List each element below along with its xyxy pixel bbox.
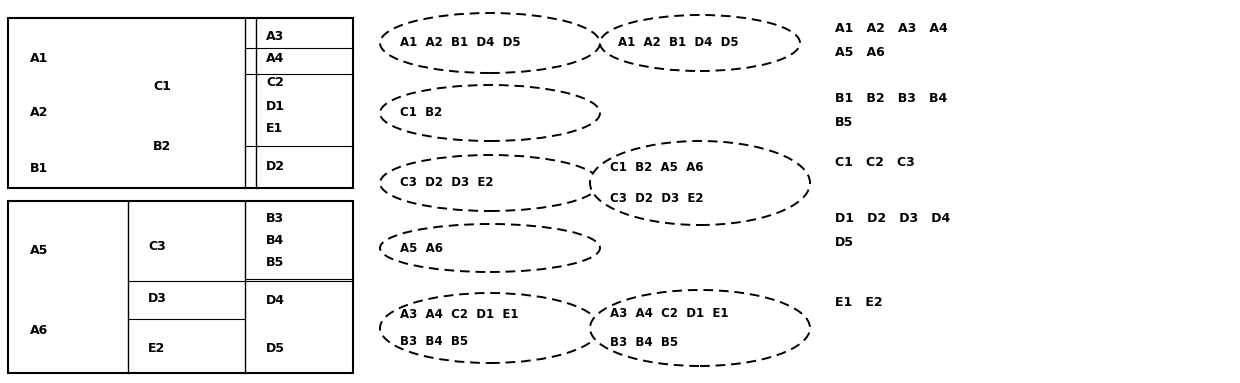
Text: B3  B4  B5: B3 B4 B5 [610,336,678,349]
Text: B5: B5 [267,257,284,270]
Ellipse shape [590,290,810,366]
Text: C3  D2  D3  E2: C3 D2 D3 E2 [399,177,494,190]
Text: D5: D5 [835,236,854,249]
Text: A5  A6: A5 A6 [399,242,443,254]
Ellipse shape [379,224,600,272]
Text: A4: A4 [267,51,284,64]
Text: A5   A6: A5 A6 [835,46,885,59]
Text: A1: A1 [30,51,48,64]
Text: A3  A4  C2  D1  E1: A3 A4 C2 D1 E1 [399,308,518,321]
Ellipse shape [379,155,600,211]
Text: D1: D1 [267,100,285,113]
Text: A1   A2   A3   A4: A1 A2 A3 A4 [835,21,947,34]
Text: A3  A4  C2  D1  E1: A3 A4 C2 D1 E1 [610,307,728,320]
Text: E2: E2 [148,342,165,355]
Text: A1  A2  B1  D4  D5: A1 A2 B1 D4 D5 [618,36,739,49]
Text: B1   B2   B3   B4: B1 B2 B3 B4 [835,92,947,105]
Ellipse shape [379,13,600,73]
Text: C3: C3 [148,239,166,252]
Text: C1  B2  A5  A6: C1 B2 A5 A6 [610,160,703,173]
Text: D4: D4 [267,295,285,308]
Text: A1  A2  B1  D4  D5: A1 A2 B1 D4 D5 [399,36,521,49]
Text: D1   D2   D3   D4: D1 D2 D3 D4 [835,211,950,224]
Text: E1   E2: E1 E2 [835,296,883,309]
Text: D3: D3 [148,293,167,306]
Text: A2: A2 [30,106,48,119]
Text: B3: B3 [267,213,284,226]
Ellipse shape [590,141,810,225]
Bar [7,201,353,373]
Bar [7,18,353,188]
Text: B5: B5 [835,116,853,129]
Text: E1: E1 [267,121,283,134]
Text: D5: D5 [267,342,285,355]
Text: C1: C1 [153,80,171,93]
Text: B2: B2 [153,139,171,152]
Text: D2: D2 [267,159,285,172]
Text: C3  D2  D3  E2: C3 D2 D3 E2 [610,193,703,205]
Ellipse shape [379,85,600,141]
Ellipse shape [379,293,600,363]
Ellipse shape [600,15,800,71]
Text: C2: C2 [267,77,284,90]
Text: B3  B4  B5: B3 B4 B5 [399,335,467,348]
Text: C1   C2   C3: C1 C2 C3 [835,157,915,170]
Text: C1  B2: C1 B2 [399,106,441,119]
Text: A6: A6 [30,324,48,337]
Text: B1: B1 [30,162,48,175]
Text: B4: B4 [267,234,284,247]
Text: A5: A5 [30,244,48,257]
Text: A3: A3 [267,29,284,43]
